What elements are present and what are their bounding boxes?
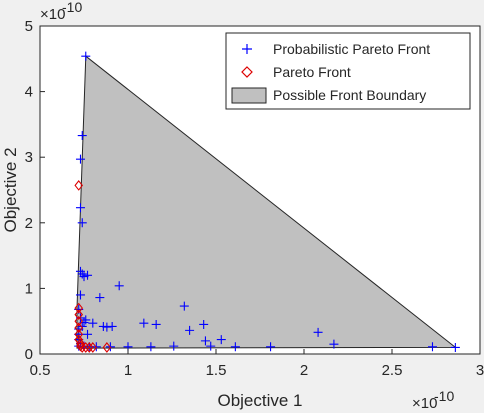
probabilistic-pareto-point xyxy=(313,327,323,337)
legend-diamond-marker xyxy=(241,66,253,78)
probabilistic-pareto-point xyxy=(200,336,210,346)
probabilistic-pareto-point xyxy=(107,321,117,331)
x-axis-title: Objective 1 xyxy=(217,391,302,410)
area-layer xyxy=(76,55,457,349)
x-tick-label: 2.5 xyxy=(382,362,403,379)
x-tick-label: 0.5 xyxy=(30,362,51,379)
y-tick-label: 3 xyxy=(25,149,33,166)
legend-plus-marker xyxy=(242,44,252,54)
probabilistic-pareto-point xyxy=(199,319,209,329)
pareto-front-point xyxy=(81,342,91,353)
pareto-front-point xyxy=(76,340,85,352)
probabilistic-pareto-point xyxy=(114,281,124,291)
pareto-front-point xyxy=(74,322,84,334)
x-axis-scale-base: ×10 xyxy=(412,395,437,412)
pareto-front-point xyxy=(77,342,87,353)
probabilistic-pareto-point xyxy=(450,342,460,352)
y-axis-scale-base: ×10 xyxy=(40,6,65,23)
pareto-front-point xyxy=(74,309,84,321)
probabilistic-pareto-point xyxy=(75,154,85,164)
probabilistic-pareto-point xyxy=(83,329,93,339)
probabilistic-pareto-point xyxy=(77,131,87,141)
pareto-front-point xyxy=(74,302,84,314)
pareto-front-point xyxy=(74,315,84,327)
tick-layer: 0.5 1 1.5 2 2.5 3 0 1 2 3 4 5 xyxy=(25,18,484,379)
probabilistic-pareto-point xyxy=(216,335,226,345)
y-axis-title: Objective 2 xyxy=(1,147,20,232)
legend-entry-probabilistic: Probabilistic Pareto Front xyxy=(242,41,430,57)
x-tick-label: 3 xyxy=(476,362,484,379)
y-tick-label: 1 xyxy=(25,280,33,297)
probabilistic-pareto-point xyxy=(77,321,87,331)
pareto-front-point xyxy=(84,342,94,353)
legend-label-probabilistic: Probabilistic Pareto Front xyxy=(273,41,430,57)
probabilistic-pareto-point xyxy=(75,203,85,213)
probabilistic-pareto-point xyxy=(83,270,93,280)
x-tick-label: 2 xyxy=(300,362,308,379)
pareto-front-point xyxy=(74,180,84,191)
front-boundary-area xyxy=(76,55,457,349)
probabilistic-pareto-point xyxy=(88,318,98,328)
pareto-front-point xyxy=(76,338,85,349)
legend-area-swatch xyxy=(231,87,267,104)
pareto-front-point xyxy=(102,342,112,353)
y-tick-label: 2 xyxy=(25,215,33,232)
probabilistic-pareto-point xyxy=(146,342,156,352)
probabilistic-pareto-point xyxy=(427,342,437,352)
x-axis-scale-exponent: -10 xyxy=(434,388,454,404)
probabilistic-pareto-point xyxy=(206,341,216,351)
probabilistic-pareto-point xyxy=(151,319,161,329)
probabilistic-pareto-point xyxy=(169,341,179,351)
probabilistic-pareto-point xyxy=(329,339,339,349)
x-tick-label: 1 xyxy=(124,362,132,379)
probabilistic-pareto-point xyxy=(139,318,149,328)
legend-box xyxy=(225,32,471,110)
probabilistic-pareto-point xyxy=(266,342,276,352)
y-axis-scale-exponent: -10 xyxy=(62,0,82,15)
legend-label-boundary: Possible Front Boundary xyxy=(273,87,426,103)
y-tick-label: 0 xyxy=(25,346,33,363)
plot-frame xyxy=(39,25,481,355)
marker-layer xyxy=(74,51,460,353)
probabilistic-pareto-point xyxy=(95,293,105,303)
probabilistic-pareto-point xyxy=(77,218,87,228)
probabilistic-pareto-point xyxy=(185,325,195,335)
pareto-front-point xyxy=(88,342,98,353)
y-tick-label: 5 xyxy=(25,18,33,35)
legend-label-pareto: Pareto Front xyxy=(273,64,351,80)
probabilistic-pareto-point xyxy=(102,322,112,332)
probabilistic-pareto-point xyxy=(179,301,189,311)
probabilistic-pareto-point xyxy=(75,290,85,300)
pareto-front-point xyxy=(74,328,84,340)
legend: Probabilistic Pareto Front Pareto Front … xyxy=(225,32,471,110)
y-tick-label: 4 xyxy=(25,84,33,101)
x-tick-label: 1.5 xyxy=(206,362,227,379)
probabilistic-pareto-point xyxy=(230,342,240,352)
legend-entry-boundary: Possible Front Boundary xyxy=(231,87,426,104)
probabilistic-pareto-point xyxy=(81,51,91,61)
legend-entry-pareto: Pareto Front xyxy=(241,64,351,80)
